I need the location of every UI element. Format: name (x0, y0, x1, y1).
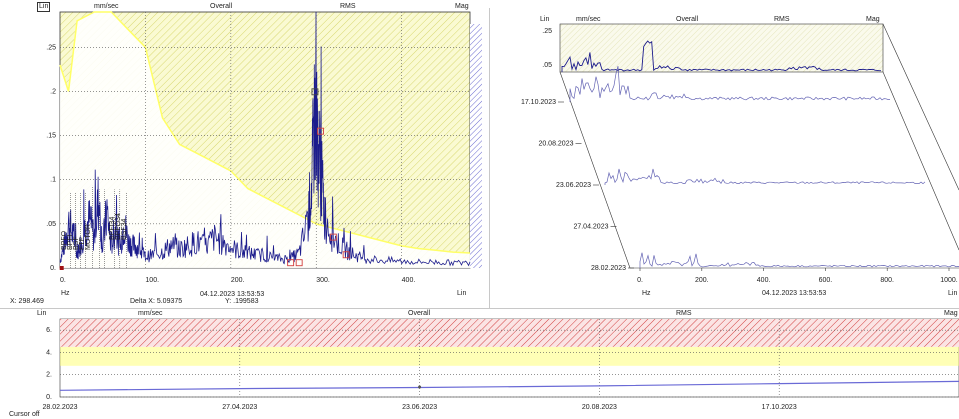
waterfall-chart[interactable]: .25 .05 17.10.2023 20.08.2023 23.06.2023 27.0… (490, 0, 959, 308)
trend-x-tick-label: 23.06.2023 (402, 404, 437, 411)
x-tick-label: 0. (60, 277, 66, 284)
envelope-clear-area (60, 12, 470, 268)
trend-x-tick-label: 17.10.2023 (762, 404, 797, 411)
left-scale-mode[interactable]: Lin (37, 2, 51, 12)
spectrum-panel: 0. .05.1.15.2.25 0. 100. 200. 300. 400. BPFO BPF… (0, 0, 489, 308)
spectrum-line (59, 11, 471, 267)
fault-label: BPFO34 (115, 213, 122, 240)
wf-scale-mode[interactable]: Lin (540, 16, 550, 23)
left-detector: RMS (340, 3, 356, 10)
wf-x-unit: Hz (642, 290, 651, 297)
x-tick-label: 200. (231, 277, 245, 284)
y-tick-label: .1 (50, 177, 56, 184)
trend-point (418, 385, 422, 389)
wf-date-label: 23.06.2023 (556, 182, 591, 189)
fault-label: BPFO (61, 230, 68, 250)
x-tick-label: 300. (316, 277, 330, 284)
cursor-delta-readout: Delta X: 5.09375 (130, 298, 183, 305)
fault-label: BPFI34 (109, 217, 116, 240)
harmonic-marker (329, 233, 337, 241)
danger-band (60, 319, 959, 347)
trend-measure: Overall (408, 310, 431, 317)
wf-date-readout: 04.12.2023 13:53:53 (762, 290, 827, 297)
harmonic-marker (295, 259, 303, 267)
wf-x-tick-label: 200. (695, 277, 709, 284)
left-format: Mag (455, 3, 469, 10)
y-tick-label: .15 (46, 133, 56, 140)
wf-left-axis (559, 71, 631, 269)
y-tick-label: .25 (46, 44, 56, 51)
fault-label: BSF34 (121, 218, 128, 240)
harmonic-marker (317, 127, 324, 135)
wf-right-edge-top (882, 23, 959, 191)
x-tick-label: 400. (402, 277, 416, 284)
cursor-date-readout: 04.12.2023 13:53:53 (200, 291, 265, 298)
wf-unit: mm/sec (576, 16, 601, 23)
x-tick-label: 100. (145, 277, 159, 284)
wf-x-tick-label: 400. (757, 277, 771, 284)
y-tick-label: .2 (50, 88, 56, 95)
cursor-y-readout: Y: .199583 (225, 298, 259, 305)
wf-slice-line (569, 66, 890, 102)
alert-band (60, 346, 959, 366)
left-x-scale: Lin (457, 290, 467, 297)
fault-label: MOTOR (85, 224, 92, 250)
wf-y-tick: .05 (542, 62, 552, 69)
vertical-divider[interactable] (489, 8, 490, 308)
wf-date-label: 20.08.2023 (538, 141, 573, 148)
wf-right-edge-bottom (882, 71, 959, 251)
wf-x-tick-label: 1000. (940, 277, 958, 284)
wf-date-label: 17.10.2023 (521, 99, 556, 106)
trend-x-tick-label: 20.08.2023 (582, 404, 617, 411)
wf-date-label: 28.02.2023 (591, 265, 626, 272)
trend-panel: 0. 2. 4. 6. 28.02.2023 27.04.2023 23.06.2023 20… (0, 309, 959, 419)
left-x-unit: Hz (61, 290, 70, 297)
left-measure: Overall (210, 3, 233, 10)
trend-x-tick-label: 28.02.2023 (42, 404, 77, 411)
trend-y-tick-label: 4. (46, 349, 52, 356)
waterfall-panel: .25 .05 17.10.2023 20.08.2023 23.06.2023 27.0… (490, 0, 959, 308)
wf-slice-line (604, 168, 926, 185)
trend-unit: mm/sec (138, 310, 163, 317)
wf-x-scale: Lin (948, 290, 958, 297)
trend-line (59, 380, 959, 391)
trend-y-tick-label: 2. (46, 372, 52, 379)
zero-marker (59, 266, 64, 270)
trend-detector: RMS (676, 310, 692, 317)
trend-format: Mag (944, 310, 958, 317)
overflow-strip (470, 24, 482, 268)
wf-measure: Overall (676, 16, 699, 23)
wf-x-tick-label: 0. (637, 277, 643, 284)
trend-chart[interactable]: 0. 2. 4. 6. 28.02.2023 27.04.2023 23.06.2023 20… (0, 309, 959, 419)
cursor-x-readout: X: 298.469 (10, 298, 44, 305)
wf-x-tick-label: 800. (880, 277, 894, 284)
y-tick-label: .05 (46, 221, 56, 228)
trend-scale-mode[interactable]: Lin (37, 310, 47, 317)
wf-y-tick: .25 (542, 28, 552, 35)
trend-y-tick-label: 0. (46, 394, 52, 401)
wf-x-tick-label: 600. (819, 277, 833, 284)
harmonic-marker (287, 259, 295, 267)
horizontal-divider[interactable] (0, 308, 959, 309)
spectrum-chart[interactable]: 0..05.1.15.2.250. 100. 200. 300. 400.BPFO BPF… (0, 0, 489, 308)
wf-format: Mag (866, 16, 880, 23)
waterfall-back-plane (559, 23, 884, 73)
alarm-envelope-line (59, 11, 471, 254)
fault-label: BPFI (67, 234, 74, 250)
cursor-marker (311, 88, 319, 96)
y-tick-label: 0. (50, 265, 56, 272)
trend-y-tick-label: 6. (46, 327, 52, 334)
wf-date-label: 27.04.2023 (573, 224, 608, 231)
fault-label: FTF (79, 237, 86, 250)
harmonic-marker (342, 251, 350, 259)
wf-slice-line (639, 252, 959, 268)
left-unit: mm/sec (94, 3, 119, 10)
fault-label: BSF (73, 236, 80, 250)
cursor-status: Cursor off (9, 411, 40, 418)
wf-detector: RMS (774, 16, 790, 23)
wf-latest-spectrum (561, 40, 881, 72)
trend-x-tick-label: 27.04.2023 (222, 404, 257, 411)
